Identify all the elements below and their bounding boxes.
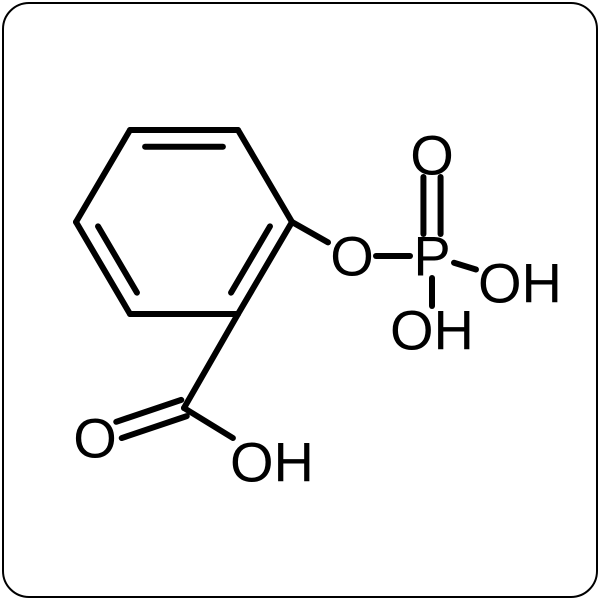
bond (238, 130, 292, 222)
bond (76, 130, 130, 222)
bond (292, 222, 328, 242)
atom-label-O_dbl: O (410, 124, 454, 187)
atom-label-O_ester: O (330, 225, 374, 288)
atom-label-OH_c: OH (230, 431, 314, 494)
bond (184, 408, 233, 438)
atom-label-OH_right: OH (478, 252, 562, 315)
atom-label-P: P (413, 225, 450, 288)
bond (184, 314, 238, 408)
atom-label-O_c_dbl: O (73, 407, 117, 470)
atom-label-OH_below: OH (390, 299, 474, 362)
bond (454, 263, 476, 270)
bond (98, 226, 137, 292)
chemical-structure: OPOOHOHOOH (0, 0, 600, 600)
bond (231, 226, 270, 292)
